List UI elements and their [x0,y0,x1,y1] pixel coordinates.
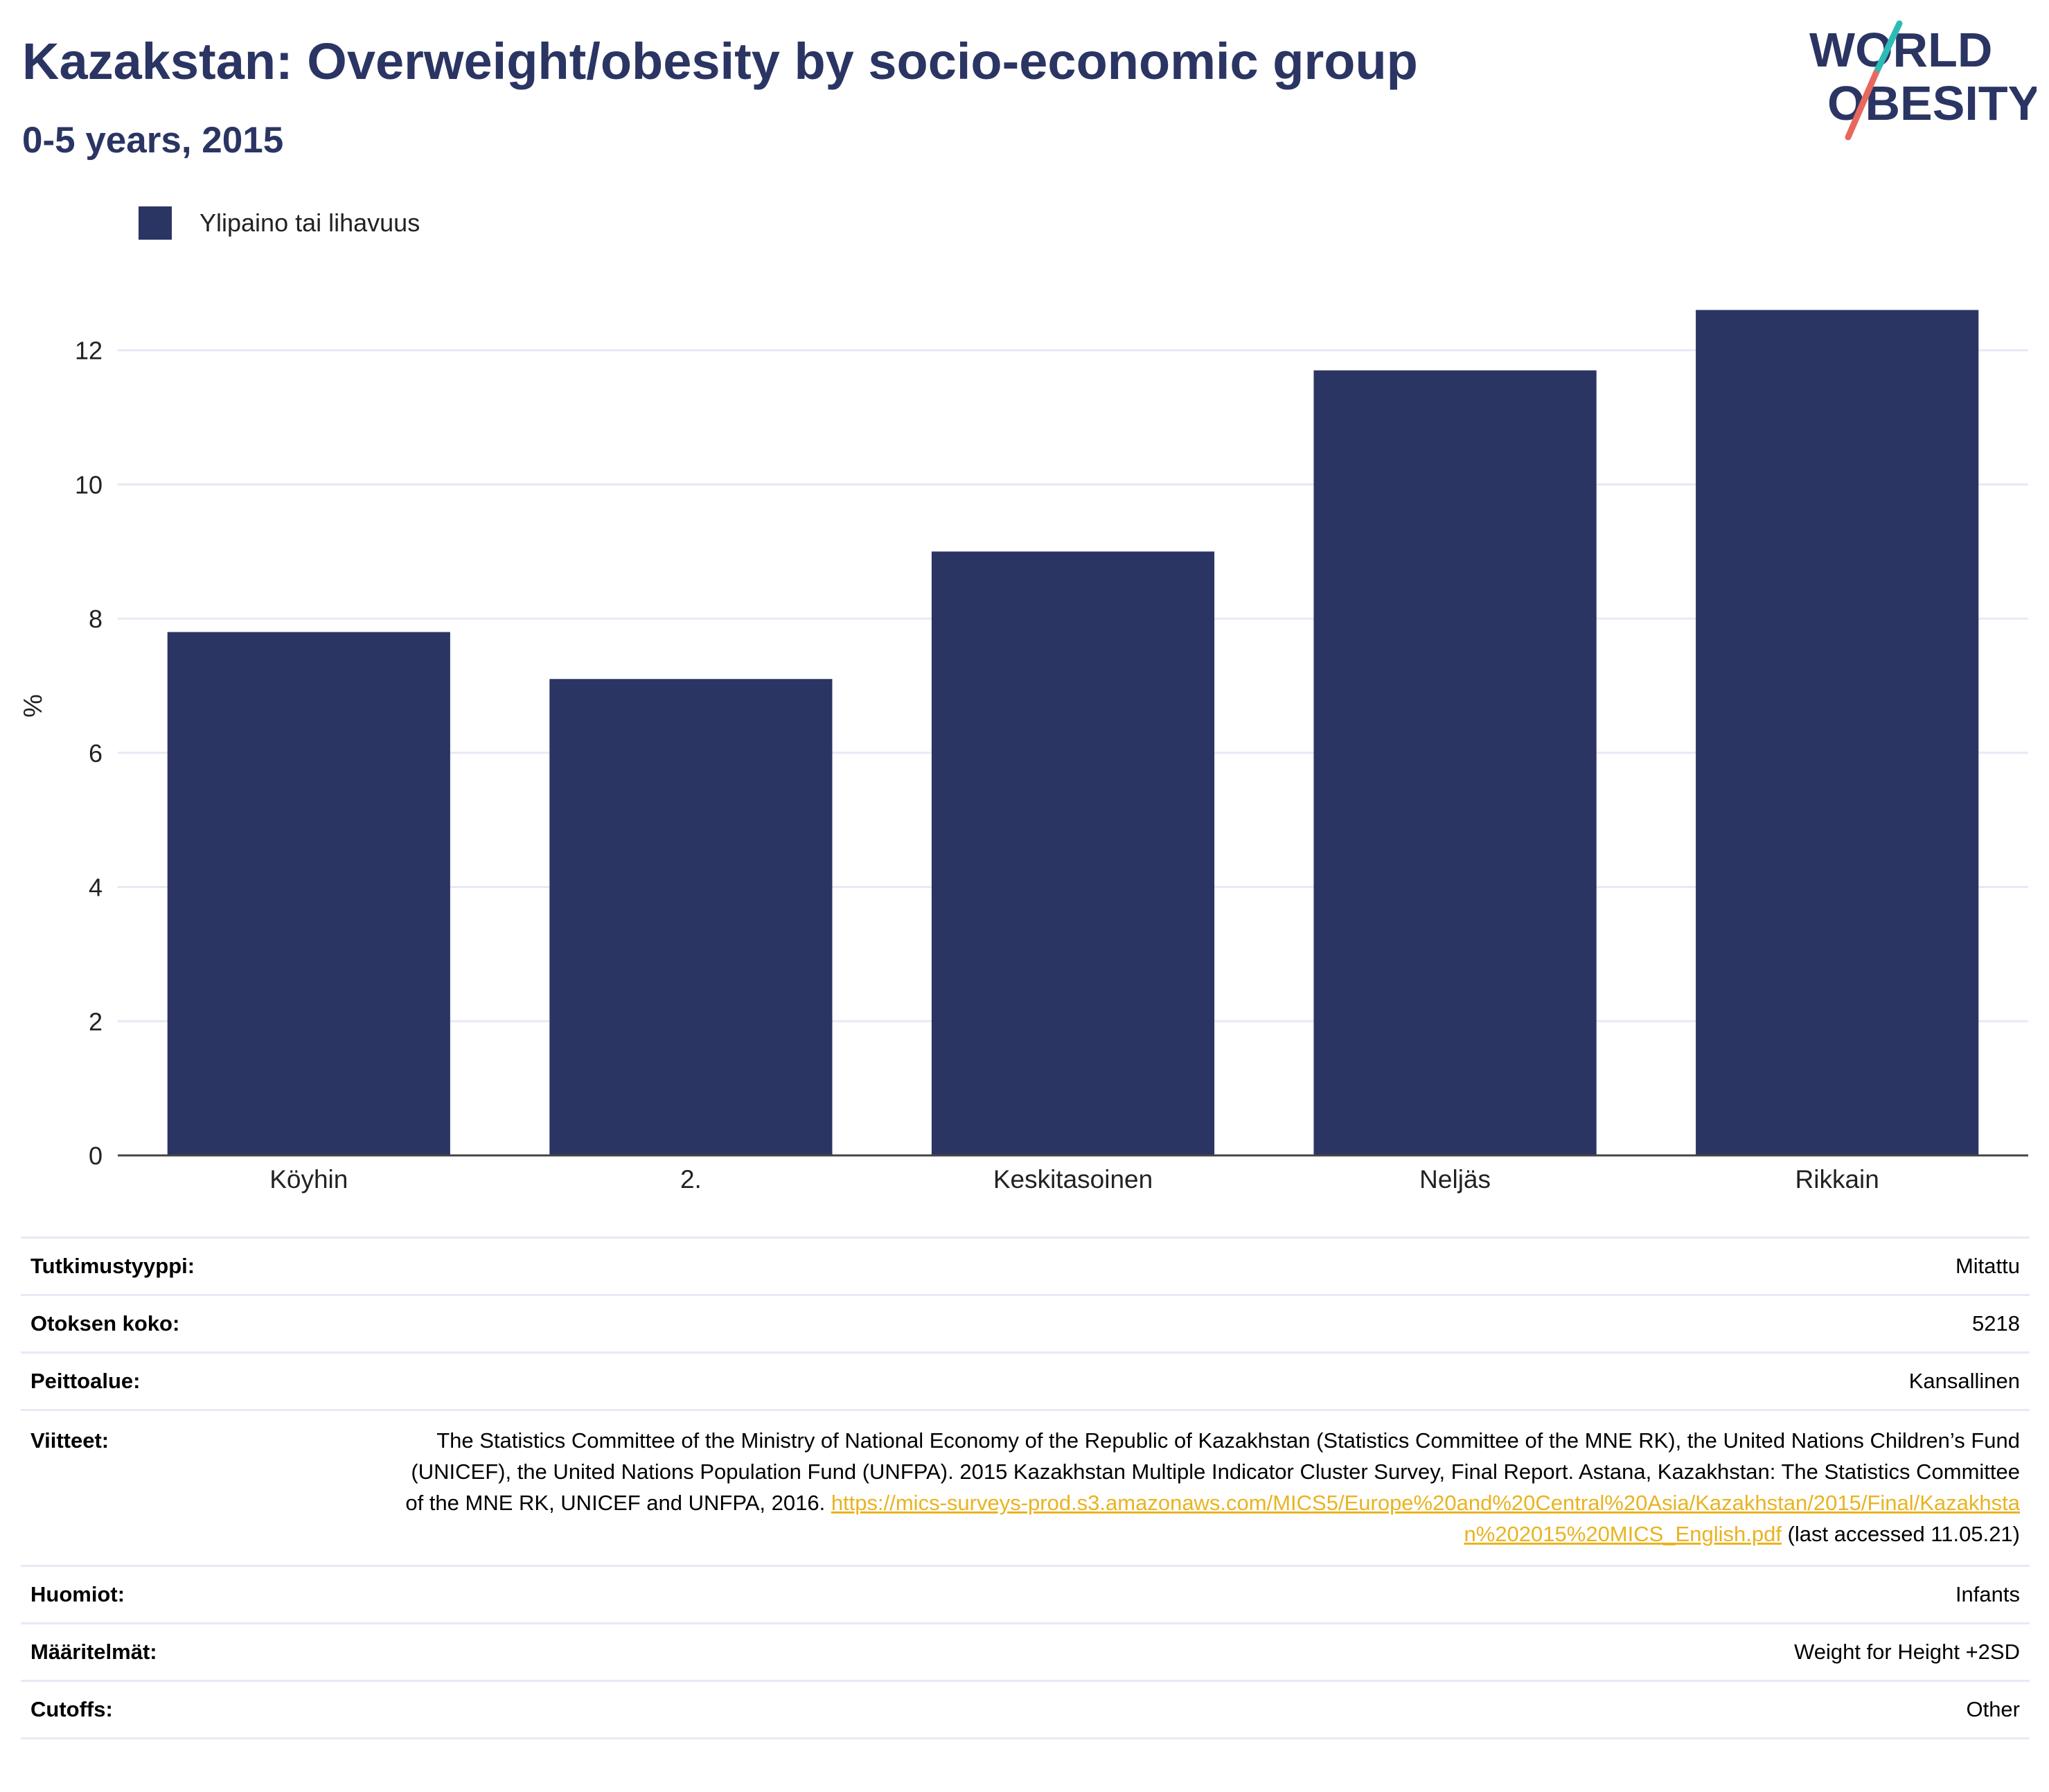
y-tick-label: 6 [89,739,103,768]
info-row: Tutkimustyyppi: Mitattu [21,1236,2030,1295]
info-value: Weight for Height +2SD [387,1622,2030,1681]
info-row: Cutoffs: Other [21,1680,2030,1739]
info-value-text: Kansallinen [1908,1369,2020,1393]
info-label: Viitteet: [21,1409,387,1566]
bar[interactable] [931,551,1215,1155]
logo-word-obesity: OBESITY [1827,76,2037,130]
info-value-text: Other [1966,1697,2020,1721]
info-row: Huomiot: Infants [21,1565,2030,1624]
info-value: Kansallinen [387,1351,2030,1410]
bar[interactable] [1696,310,1979,1155]
info-value: The Statistics Committee of the Ministry… [387,1409,2030,1566]
y-tick-label: 4 [89,873,103,902]
bar[interactable] [1313,370,1597,1155]
info-value-text: The Statistics Committee of the Ministry… [405,1428,2020,1515]
info-label: Huomiot: [21,1565,387,1624]
info-label: Cutoffs: [21,1680,387,1739]
logo-slash-top [1872,20,1903,77]
info-value: 5218 [387,1294,2030,1353]
y-tick-label: 2 [89,1007,103,1036]
info-value: Infants [387,1565,2030,1624]
y-tick-labels: 0 2 4 6 8 10 12 [75,337,103,1170]
y-tick-label: 12 [75,337,103,365]
legend-swatch [139,206,172,240]
world-obesity-logo: WORLD OBESITY [1809,20,2037,141]
info-row: Otoksen koko: 5218 [21,1294,2030,1353]
y-tick-label: 8 [89,605,103,633]
info-label: Tutkimustyyppi: [21,1236,387,1295]
info-label: Peittoalue: [21,1351,387,1410]
logo-word-world: WORLD [1809,23,1992,77]
legend-label: Ylipaino tai lihavuus [199,209,420,237]
info-value-text: Infants [1955,1582,2020,1606]
info-row: Viitteet: The Statistics Committee of the… [21,1409,2030,1566]
x-tick-label: Rikkain [1795,1165,1879,1194]
bar-chart: 0 2 4 6 8 10 12 Köyhin 2. Keskitasoinen Neljäs Rik… [19,310,2028,1194]
y-tick-label: 10 [75,470,103,499]
info-label: Määritelmät: [21,1622,387,1681]
info-row: Määritelmät: Weight for Height +2SD [21,1622,2030,1681]
bar[interactable] [549,679,833,1155]
reference-link[interactable]: https://mics-surveys-prod.s3.amazonaws.c… [831,1491,2020,1546]
info-value: Mitattu [387,1236,2030,1295]
y-tick-label: 0 [89,1142,103,1170]
metadata-table: Tutkimustyyppi: Mitattu Otoksen koko: 5218 P… [21,1236,2030,1739]
chart-title: Kazakstan: Overweight/obesity by socio-e… [22,33,1418,90]
x-tick-label: Neljäs [1419,1165,1491,1194]
legend[interactable]: Ylipaino tai lihavuus [139,204,420,242]
x-tick-labels: Köyhin 2. Keskitasoinen Neljäs Rikkain [269,1165,1879,1194]
info-value-text: Weight for Height +2SD [1794,1640,2020,1664]
bars [167,310,1979,1155]
reference-suffix: (last accessed 11.05.21) [1781,1522,2020,1546]
x-tick-label: Köyhin [269,1165,348,1194]
x-tick-label: 2. [680,1165,702,1194]
logo-slash-bottom [1845,70,1879,141]
bar[interactable] [167,632,450,1155]
x-tick-label: Keskitasoinen [993,1165,1153,1194]
chart-subtitle: 0-5 years, 2015 [22,120,284,161]
info-value-text: 5218 [1972,1311,2020,1336]
info-row: Peittoalue: Kansallinen [21,1351,2030,1410]
y-axis-title: % [19,694,48,718]
info-value: Other [387,1680,2030,1739]
info-label: Otoksen koko: [21,1294,387,1353]
info-value-text: Mitattu [1955,1254,2020,1278]
